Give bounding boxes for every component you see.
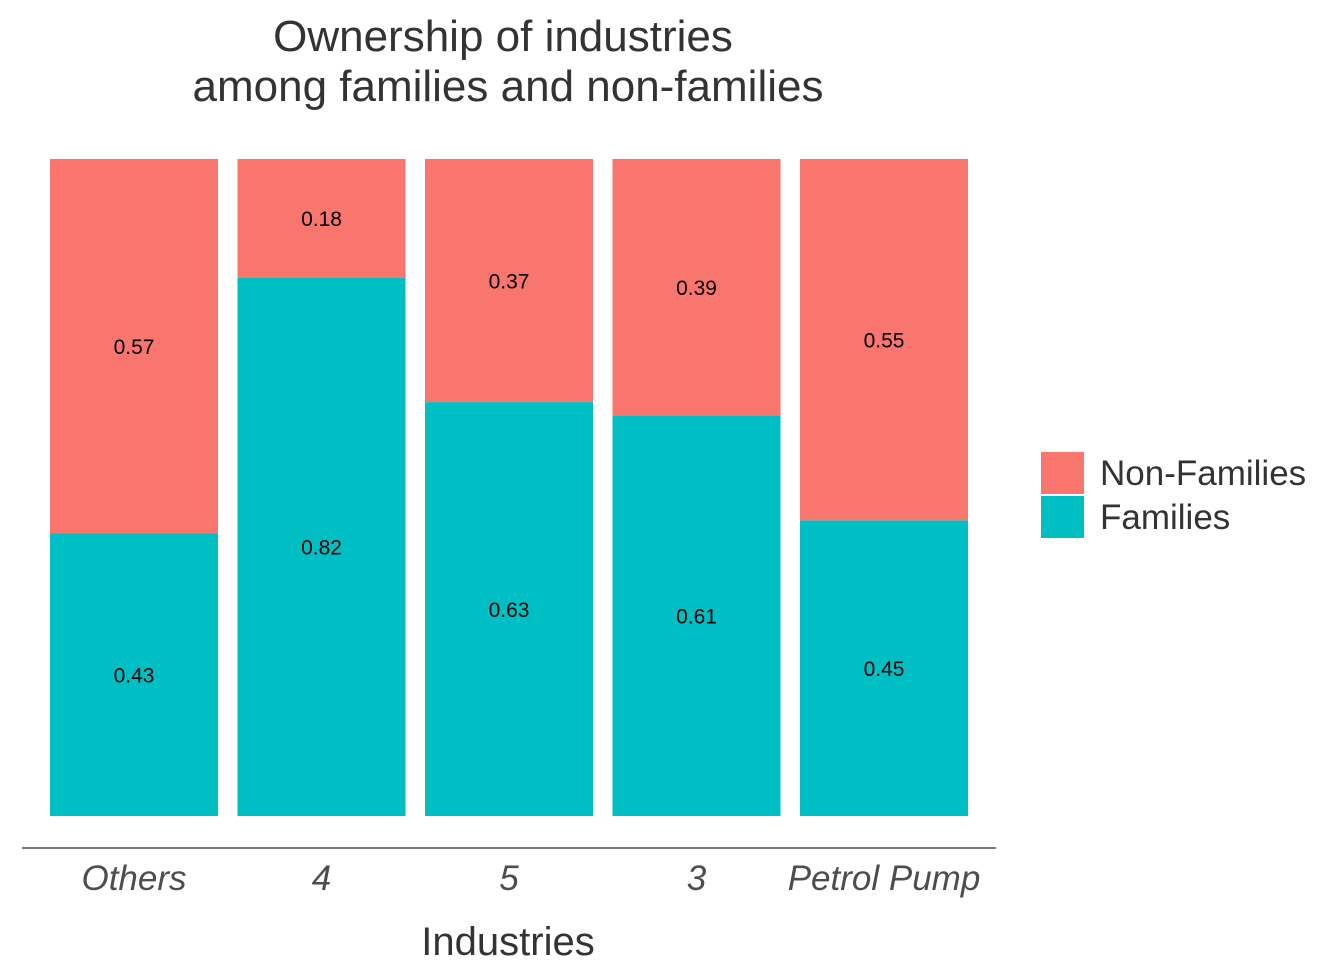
bar-families-others	[50, 533, 218, 816]
x-tick-label-5: 5	[499, 859, 519, 898]
bar-label-non-families-5: 0.37	[489, 271, 530, 294]
bar-families-petrol-pump	[800, 520, 968, 816]
plot-area: 0.43 0.57 0.82 0.18 0.63 0.37 0.61 0.39 0.45 0.55	[50, 159, 968, 816]
x-axis-title: Industries	[421, 920, 594, 960]
legend-key-families	[1041, 496, 1084, 538]
bar-non-families-4	[237, 159, 406, 278]
legend-key-non-families	[1041, 452, 1084, 494]
bar-label-families-petrol-pump: 0.45	[864, 658, 905, 681]
legend-label-non-families: Non-Families	[1100, 454, 1306, 493]
bar-families-4	[237, 277, 406, 816]
chart-title: Ownership of industries among families a…	[193, 12, 824, 111]
bar-families-3	[612, 415, 781, 816]
bar-non-families-3	[612, 159, 781, 416]
bar-non-families-others	[50, 159, 218, 534]
legend-label-families: Families	[1100, 498, 1230, 537]
bar-label-families-others: 0.43	[114, 665, 155, 688]
x-tick-label-others: Others	[81, 859, 186, 898]
bar-label-families-4: 0.82	[301, 537, 342, 560]
bar-non-families-petrol-pump	[800, 159, 968, 521]
x-tick-label-4: 4	[312, 859, 331, 898]
bar-label-non-families-petrol-pump: 0.55	[864, 330, 905, 353]
legend: Non-Families Families	[1041, 452, 1306, 538]
x-tick-label-3: 3	[687, 859, 707, 898]
x-axis-ticks: Others 4 5 3 Petrol Pump	[81, 859, 980, 898]
chart-title-line-2: among families and non-families	[193, 62, 824, 111]
chart-title-line-1: Ownership of industries	[273, 12, 733, 61]
bar-label-families-3: 0.61	[676, 606, 717, 629]
bar-label-non-families-3: 0.39	[676, 277, 717, 300]
bar-label-families-5: 0.63	[489, 599, 530, 622]
bar-label-non-families-others: 0.57	[114, 336, 155, 359]
bar-label-non-families-4: 0.18	[301, 208, 342, 231]
bar-non-families-5	[425, 159, 593, 403]
bar-families-5	[425, 402, 593, 816]
x-tick-label-petrol-pump: Petrol Pump	[788, 859, 981, 898]
